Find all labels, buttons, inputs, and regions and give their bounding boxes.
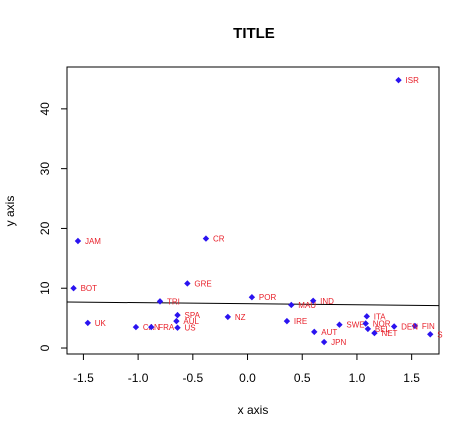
data-point — [84, 319, 91, 327]
y-tick-label: 0 — [38, 344, 52, 351]
data-point — [411, 322, 419, 330]
data-point-label: POR — [259, 293, 277, 302]
data-point — [309, 297, 317, 304]
x-tick-label: -1.5 — [73, 371, 94, 385]
data-points: ISR CR JAM GRE BOT POR TRI IND MAU SPA NZ ITA AUL IRE… — [70, 76, 443, 347]
data-point-label: SWE — [346, 321, 364, 330]
data-point — [390, 323, 398, 330]
data-point — [74, 237, 82, 245]
data-point — [362, 320, 369, 327]
x-tick-label: -1.0 — [128, 371, 149, 385]
data-point — [371, 329, 378, 337]
x-tick-label: 0.0 — [239, 371, 256, 385]
data-point — [283, 317, 291, 325]
data-point — [156, 298, 164, 305]
data-point-label: NOR — [373, 320, 391, 329]
data-point — [70, 285, 77, 292]
data-point — [311, 328, 318, 336]
data-point — [184, 280, 191, 287]
data-point — [174, 311, 181, 319]
data-point — [248, 293, 256, 301]
regression-line — [66, 301, 440, 307]
data-point — [427, 331, 434, 338]
y-tick-label: 20 — [38, 221, 52, 235]
data-point-label: MAU — [298, 301, 316, 310]
y-tick-label: 10 — [38, 281, 52, 295]
chart-title: TITLE — [233, 25, 275, 42]
data-point — [364, 325, 372, 333]
data-point — [174, 324, 181, 331]
data-point — [148, 323, 155, 331]
data-point-label: ITA — [374, 312, 387, 321]
data-point-label: IRE — [294, 317, 307, 326]
data-point-label: JPN — [331, 338, 346, 347]
data-point-label: GRE — [194, 279, 211, 288]
x-axis-label: x axis — [238, 403, 269, 417]
data-point-label: AUL — [183, 317, 199, 326]
data-point-label: DEN — [401, 322, 418, 331]
data-point-label: BOT — [81, 284, 98, 293]
data-point — [336, 321, 343, 328]
data-point-label: TRI — [167, 297, 180, 306]
data-point-label: ISR — [406, 76, 420, 85]
x-tick-label: 1.0 — [349, 371, 366, 385]
data-point — [132, 323, 140, 331]
data-point-label: UK — [95, 319, 107, 328]
x-tick-label: 0.5 — [294, 371, 311, 385]
data-point — [202, 235, 210, 242]
data-point-label: FRA — [158, 323, 175, 332]
x-axis: -1.5 -1.0 -0.5 0.0 0.5 1.0 1.5 — [73, 354, 420, 385]
y-axis: 0 10 20 30 40 — [38, 102, 67, 351]
data-point — [395, 76, 402, 84]
x-tick-label: 1.5 — [403, 371, 420, 385]
data-point-label: US — [185, 324, 196, 333]
data-point — [224, 313, 232, 321]
y-tick-label: 30 — [38, 162, 52, 176]
data-point-label: SPA — [185, 311, 201, 320]
data-point-label: JAM — [85, 237, 101, 246]
data-point-label: AUT — [321, 328, 337, 337]
data-point — [363, 313, 370, 320]
data-point — [320, 338, 328, 346]
data-point-label: CR — [213, 235, 225, 244]
data-point-label: BEL — [375, 325, 391, 334]
y-axis-label: y axis — [3, 196, 17, 227]
x-tick-label: -0.5 — [182, 371, 203, 385]
data-point — [288, 301, 295, 309]
data-point-label: NZ — [235, 313, 246, 322]
data-point-label: IND — [320, 297, 334, 306]
data-point-label: S — [437, 330, 442, 339]
plot-frame — [66, 66, 440, 355]
data-point-label: NET — [381, 329, 397, 338]
y-tick-label: 40 — [38, 102, 52, 116]
data-point-label: FIN — [422, 322, 435, 331]
data-point — [173, 317, 180, 325]
